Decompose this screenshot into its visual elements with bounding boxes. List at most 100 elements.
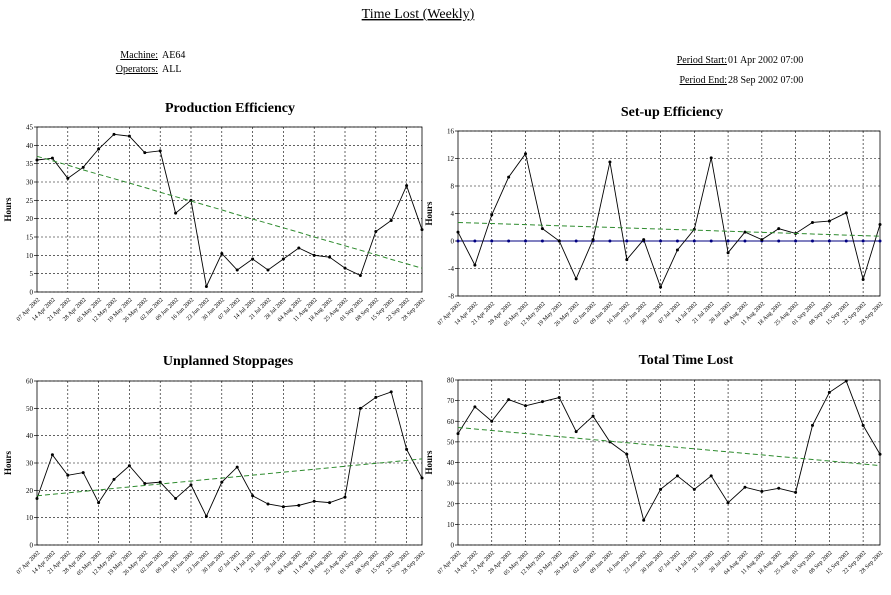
data-point [490,213,494,217]
operators-label: Operators: [116,64,158,75]
data-point [507,175,511,179]
data-point [297,503,301,507]
data-point [540,239,544,243]
data-point [726,501,730,505]
data-point [35,158,39,162]
y-tick-label: 10 [26,514,34,522]
data-point [540,227,544,231]
y-tick-label: 40 [26,432,34,440]
data-point [473,263,477,267]
data-point [794,490,798,494]
data-point [328,255,332,259]
data-point [777,227,781,231]
data-point [726,251,730,255]
data-point [844,211,848,215]
y-tick-label: 20 [447,500,455,508]
data-point [608,160,612,164]
data-point [794,239,798,243]
data-point [112,132,116,136]
series-line [36,133,423,288]
period-start-label: Period Start: [677,55,727,66]
data-point [675,248,679,252]
y-tick-label: 30 [26,179,34,187]
data-point [358,406,362,410]
data-point [266,502,270,506]
y-tick-label: 4 [451,210,455,218]
data-point [97,147,101,151]
operators: ALL [162,64,181,75]
y-tick-label: -8 [448,293,454,301]
y-tick-label: 50 [26,405,34,413]
period-end-label: Period End: [680,75,728,86]
series-line [457,221,881,237]
data-point [878,239,882,243]
data-point [158,480,162,484]
y-axis-label: Hours [424,201,434,226]
data-point [50,156,54,160]
y-tick-label: 60 [447,418,455,426]
data-point [692,239,696,243]
data-point [861,239,865,243]
y-tick-label: 0 [30,289,34,297]
data-point [127,134,131,138]
data-point [591,414,595,418]
data-point [389,219,393,222]
data-point [251,257,255,261]
period-start: 01 Apr 2002 07:00 [728,55,803,66]
data-point [312,253,316,257]
data-point [456,432,460,436]
data-point [420,476,424,480]
data-point [625,239,629,243]
data-point [709,239,713,243]
data-point [760,238,764,242]
data-point [557,396,561,400]
data-point [297,246,301,250]
data-point [66,176,70,180]
data-point [760,489,764,493]
data-point [540,400,544,404]
data-point [112,477,116,481]
data-point [844,239,848,243]
y-tick-label: 12 [447,155,455,163]
data-point [50,453,54,457]
data-point [81,165,85,169]
data-point [692,487,696,491]
y-tick-label: 8 [451,183,455,191]
data-point [507,239,511,243]
data-point [456,239,460,243]
data-point [343,495,347,499]
y-tick-label: 0 [451,542,455,550]
machine-label: Machine: [120,50,158,61]
data-point [405,184,409,188]
data-point [810,220,814,224]
y-tick-label: 50 [447,438,455,446]
plot-area [457,379,881,546]
series-line [457,426,881,467]
y-tick-label: 5 [30,270,34,278]
plot-area [36,126,423,293]
data-point [709,474,713,478]
data-point [743,485,747,489]
y-tick-label: 30 [26,460,34,468]
data-point [312,499,316,503]
data-point [574,239,578,243]
data-point [659,285,663,289]
data-point [204,285,208,288]
data-point [878,452,882,456]
period-end: 28 Sep 2002 07:00 [728,75,803,86]
y-tick-label: 45 [26,124,34,132]
y-tick-label: 70 [447,397,455,405]
series-line [457,380,881,522]
data-point [827,239,831,243]
y-tick-label: 10 [26,252,34,260]
data-point [158,149,162,153]
data-point [35,497,39,501]
machine: AE64 [162,50,185,61]
data-point [220,252,224,255]
data-point [405,447,409,451]
data-point [143,151,147,155]
data-point [374,395,378,399]
y-tick-label: 40 [26,142,34,150]
data-point [659,487,663,491]
y-axis-label: Hours [3,451,13,476]
